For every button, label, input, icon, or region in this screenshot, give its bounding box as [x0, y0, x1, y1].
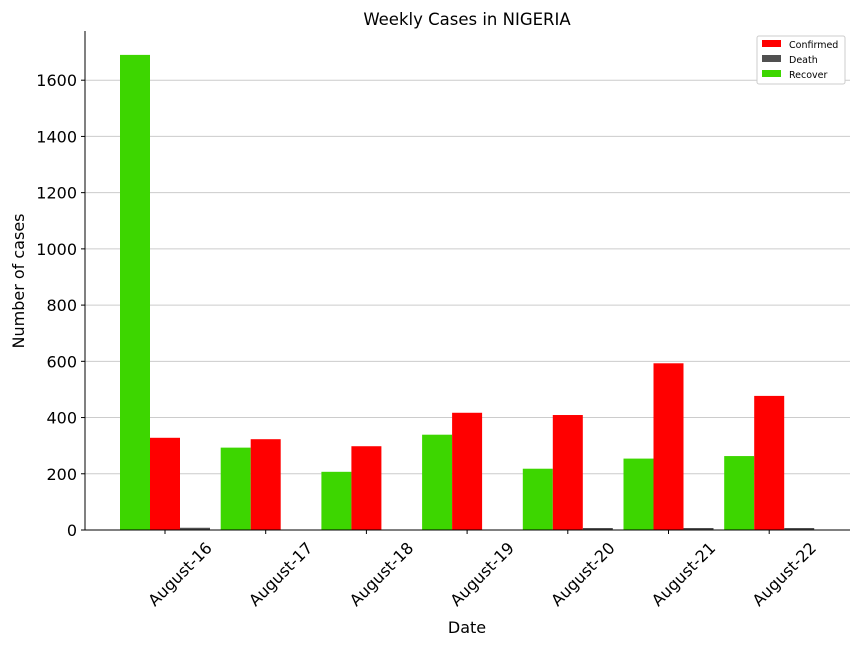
bar-confirmed-3	[452, 412, 483, 530]
x-axis-title: Date	[448, 618, 486, 637]
x-tick-label: August-20	[547, 538, 619, 610]
bar-recover-3	[422, 434, 453, 530]
bar-death-0	[180, 527, 210, 530]
x-tick-labels: August-16 August-17 August-18 August-19 Augu…	[144, 530, 820, 610]
y-tick-label: 0	[67, 521, 77, 540]
x-tick-label: August-22	[749, 538, 821, 610]
y-tick-labels: 0 200 400 600 800 1000 1200 1400 1600	[36, 71, 77, 540]
bar-recover-0	[120, 54, 150, 530]
y-tick-label: 600	[46, 352, 77, 371]
bar-confirmed-1	[250, 439, 281, 530]
y-tick-label: 400	[46, 409, 77, 428]
bar-death-4	[582, 528, 613, 530]
bar-confirmed-5	[653, 363, 684, 530]
legend-swatch-confirmed	[762, 40, 781, 47]
y-tick-label: 800	[46, 296, 77, 315]
legend-label-confirmed: Confirmed	[789, 40, 838, 51]
bar-confirmed-2	[351, 446, 382, 530]
bar-recover-2	[321, 471, 352, 530]
bar-recover-1	[220, 447, 251, 530]
legend-label-death: Death	[789, 55, 818, 66]
bar-confirmed-4	[552, 415, 583, 530]
legend: Confirmed Death Recover	[756, 35, 846, 85]
bar-recover-4	[522, 468, 553, 530]
x-tick-label: August-19	[446, 538, 518, 610]
bar-confirmed-0	[150, 437, 180, 530]
x-tick-label: August-17	[245, 538, 317, 610]
grid-lines	[85, 79, 850, 475]
y-tick-label: 1400	[36, 127, 77, 146]
y-tick-label: 1600	[36, 71, 77, 90]
y-tick-label: 1200	[36, 184, 77, 203]
bar-confirmed-6	[754, 395, 785, 530]
x-tick-label: August-16	[144, 538, 216, 610]
y-tick-label: 200	[46, 465, 77, 484]
bar-death-6	[784, 528, 815, 530]
legend-swatch-death	[762, 55, 781, 62]
bars	[120, 54, 815, 530]
y-axis-title: Number of cases	[9, 214, 28, 349]
bar-death-5	[683, 528, 714, 530]
bar-recover-6	[724, 456, 755, 530]
y-tick-label: 1000	[36, 240, 77, 259]
x-tick-label: August-18	[346, 538, 418, 610]
legend-swatch-recover	[762, 70, 781, 77]
chart-title: Weekly Cases in NIGERIA	[363, 10, 571, 29]
legend-label-recover: Recover	[789, 70, 828, 81]
x-tick-label: August-21	[648, 538, 720, 610]
bar-recover-5	[623, 458, 654, 530]
